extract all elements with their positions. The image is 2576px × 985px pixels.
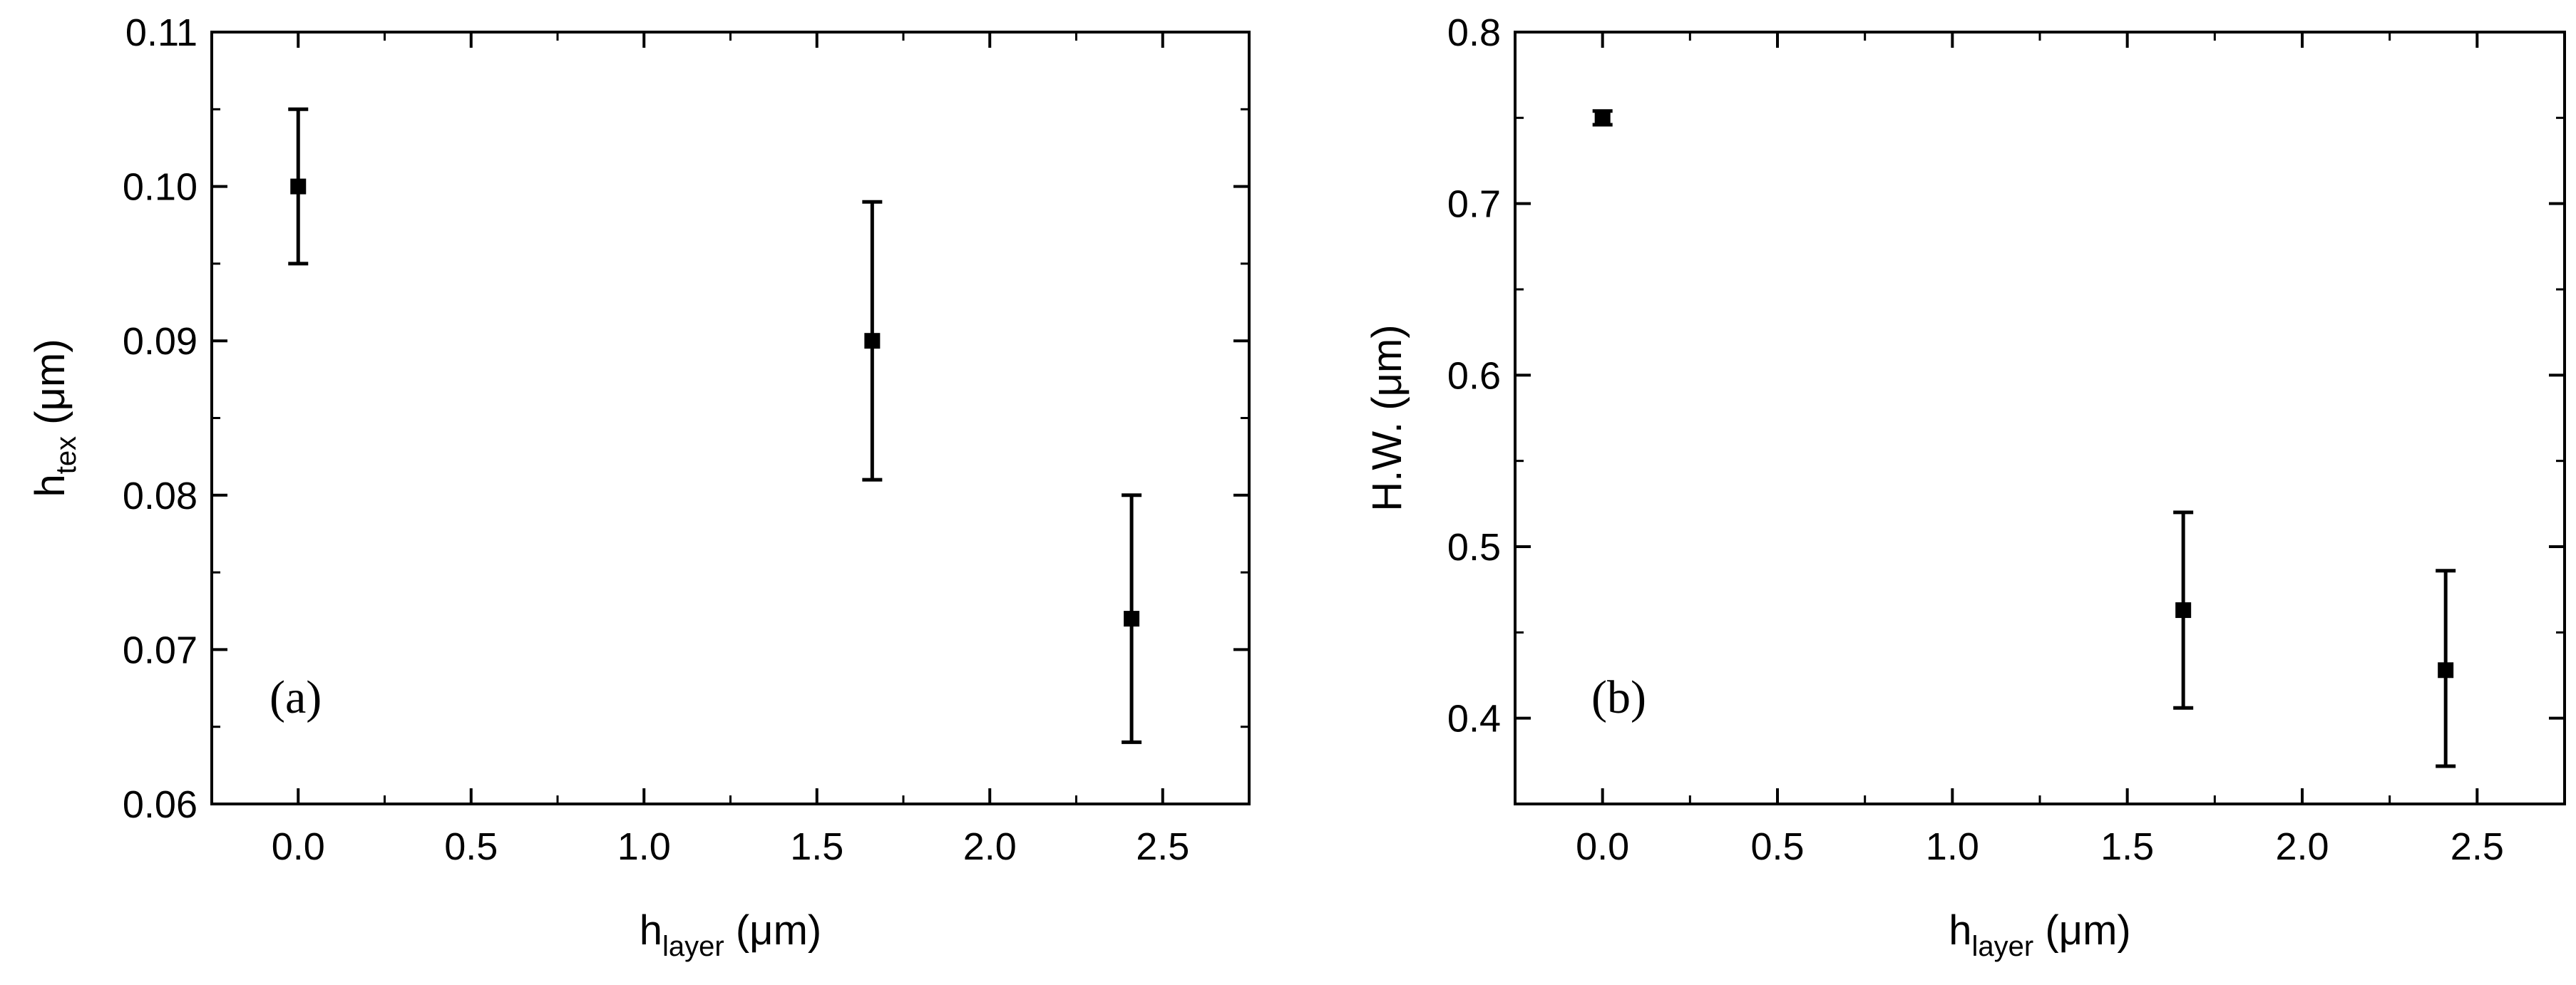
chart-panel-b: 0.0 0.5 1.0 1.5 2.0 2.5 0.4 0.5 0.6 0.7 0.8 (b) hlay… bbox=[1364, 11, 2566, 962]
x-tick-label: 1.5 bbox=[2100, 825, 2154, 868]
x-tick-label: 0.5 bbox=[1750, 825, 1804, 868]
y-axis-title: htex (μm) bbox=[27, 339, 82, 497]
y-tick-label: 0.07 bbox=[123, 629, 197, 671]
y-tick-label: 0.8 bbox=[1447, 11, 1501, 54]
x-tick-label: 2.0 bbox=[2275, 825, 2329, 868]
x-axis-title: hlayer (μm) bbox=[640, 907, 821, 962]
x-axis-title: hlayer (μm) bbox=[1949, 907, 2130, 962]
y-tick-label: 0.4 bbox=[1447, 698, 1501, 741]
data-point-marker bbox=[2175, 602, 2192, 619]
y-tick-label: 0.06 bbox=[123, 783, 197, 826]
plot-frame bbox=[210, 31, 1251, 805]
y-tick-label: 0.5 bbox=[1447, 526, 1501, 569]
x-tick-label: 2.5 bbox=[2451, 825, 2504, 868]
y-tick-label: 0.11 bbox=[125, 11, 197, 54]
y-tick-label: 0.7 bbox=[1447, 183, 1501, 226]
data-point-marker bbox=[2438, 662, 2454, 679]
x-tick-label: 0.5 bbox=[444, 825, 498, 868]
y-tick-label: 0.08 bbox=[123, 475, 197, 517]
x-tick-label: 0.0 bbox=[1576, 825, 1629, 868]
x-tick-label: 2.5 bbox=[1136, 825, 1189, 868]
plot-frame bbox=[1514, 31, 2566, 805]
y-tick-label: 0.6 bbox=[1447, 354, 1501, 397]
data-point-marker bbox=[864, 333, 881, 349]
chart-panel-a: 0.0 0.5 1.0 1.5 2.0 2.5 0.06 0.07 0.08 0.09 0.10 0.… bbox=[27, 11, 1251, 962]
data-point-marker bbox=[1594, 110, 1611, 126]
x-tick-label: 1.0 bbox=[1926, 825, 1979, 868]
y-tick-label: 0.09 bbox=[123, 320, 197, 363]
panel-label: (a) bbox=[270, 671, 322, 723]
y-axis-title: H.W. (μm) bbox=[1364, 324, 1410, 511]
x-tick-label: 1.0 bbox=[617, 825, 671, 868]
y-tick-label: 0.10 bbox=[123, 166, 197, 209]
data-point-marker bbox=[290, 178, 307, 195]
x-tick-label: 2.0 bbox=[963, 825, 1017, 868]
panel-label: (b) bbox=[1591, 671, 1646, 723]
x-tick-label: 1.5 bbox=[790, 825, 843, 868]
data-point-marker bbox=[1124, 611, 1140, 627]
x-tick-label: 0.0 bbox=[272, 825, 325, 868]
